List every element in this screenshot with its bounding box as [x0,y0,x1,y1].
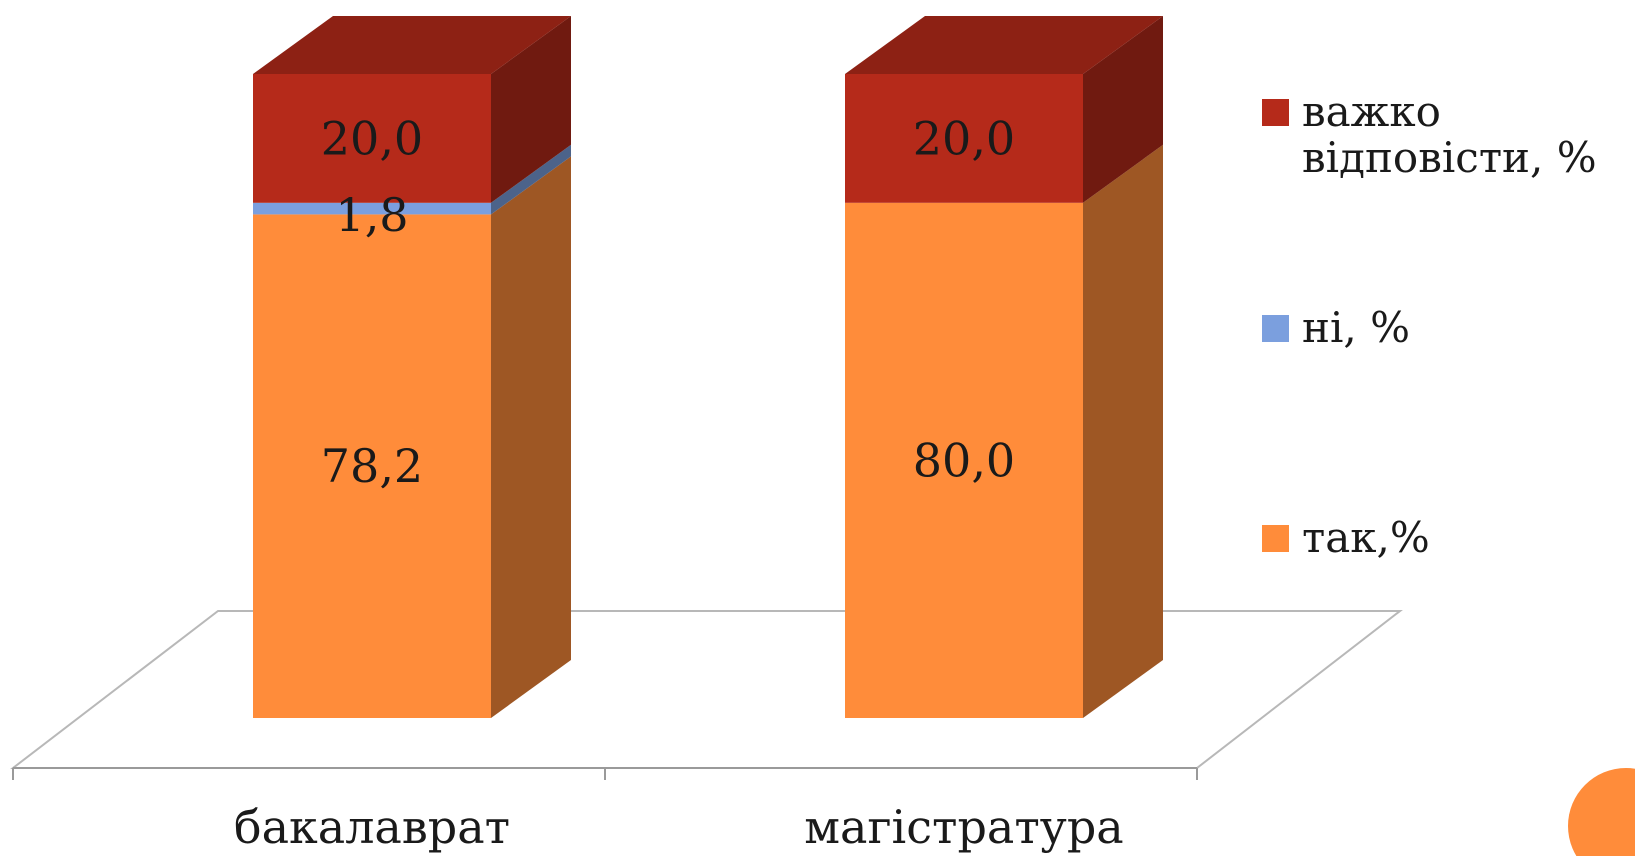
data-label: 20,0 [321,111,423,165]
bar-side-face [491,156,571,719]
legend-swatch [1262,315,1289,342]
data-label: 20,0 [913,111,1015,165]
data-label: 78,2 [321,439,423,493]
bar-side-face [491,16,571,203]
legend-label: відповісти, % [1302,133,1597,182]
legend-swatch [1262,99,1289,126]
bar-top-face [845,16,1163,74]
bar-segment [253,74,491,203]
data-label: 80,0 [913,433,1015,487]
legend-label: важко [1302,87,1441,136]
bar-segment [253,214,491,718]
bar-side-face [491,144,571,215]
legend-label: ні, % [1302,303,1410,352]
bar-side-face [1083,144,1163,719]
bar-segment [845,74,1083,203]
category-label: магістратура [804,800,1123,854]
category-label: бакалаврат [234,800,510,854]
legend-swatch [1262,525,1289,552]
bar-top-face [253,16,571,74]
bar-segment [845,202,1083,719]
bar-side-face [1083,16,1163,203]
accent-circle [1568,768,1635,861]
chart-floor [10,610,1403,769]
bar-segment [253,202,491,215]
data-label: 1,8 [335,188,408,242]
legend-label: так,% [1302,513,1430,562]
